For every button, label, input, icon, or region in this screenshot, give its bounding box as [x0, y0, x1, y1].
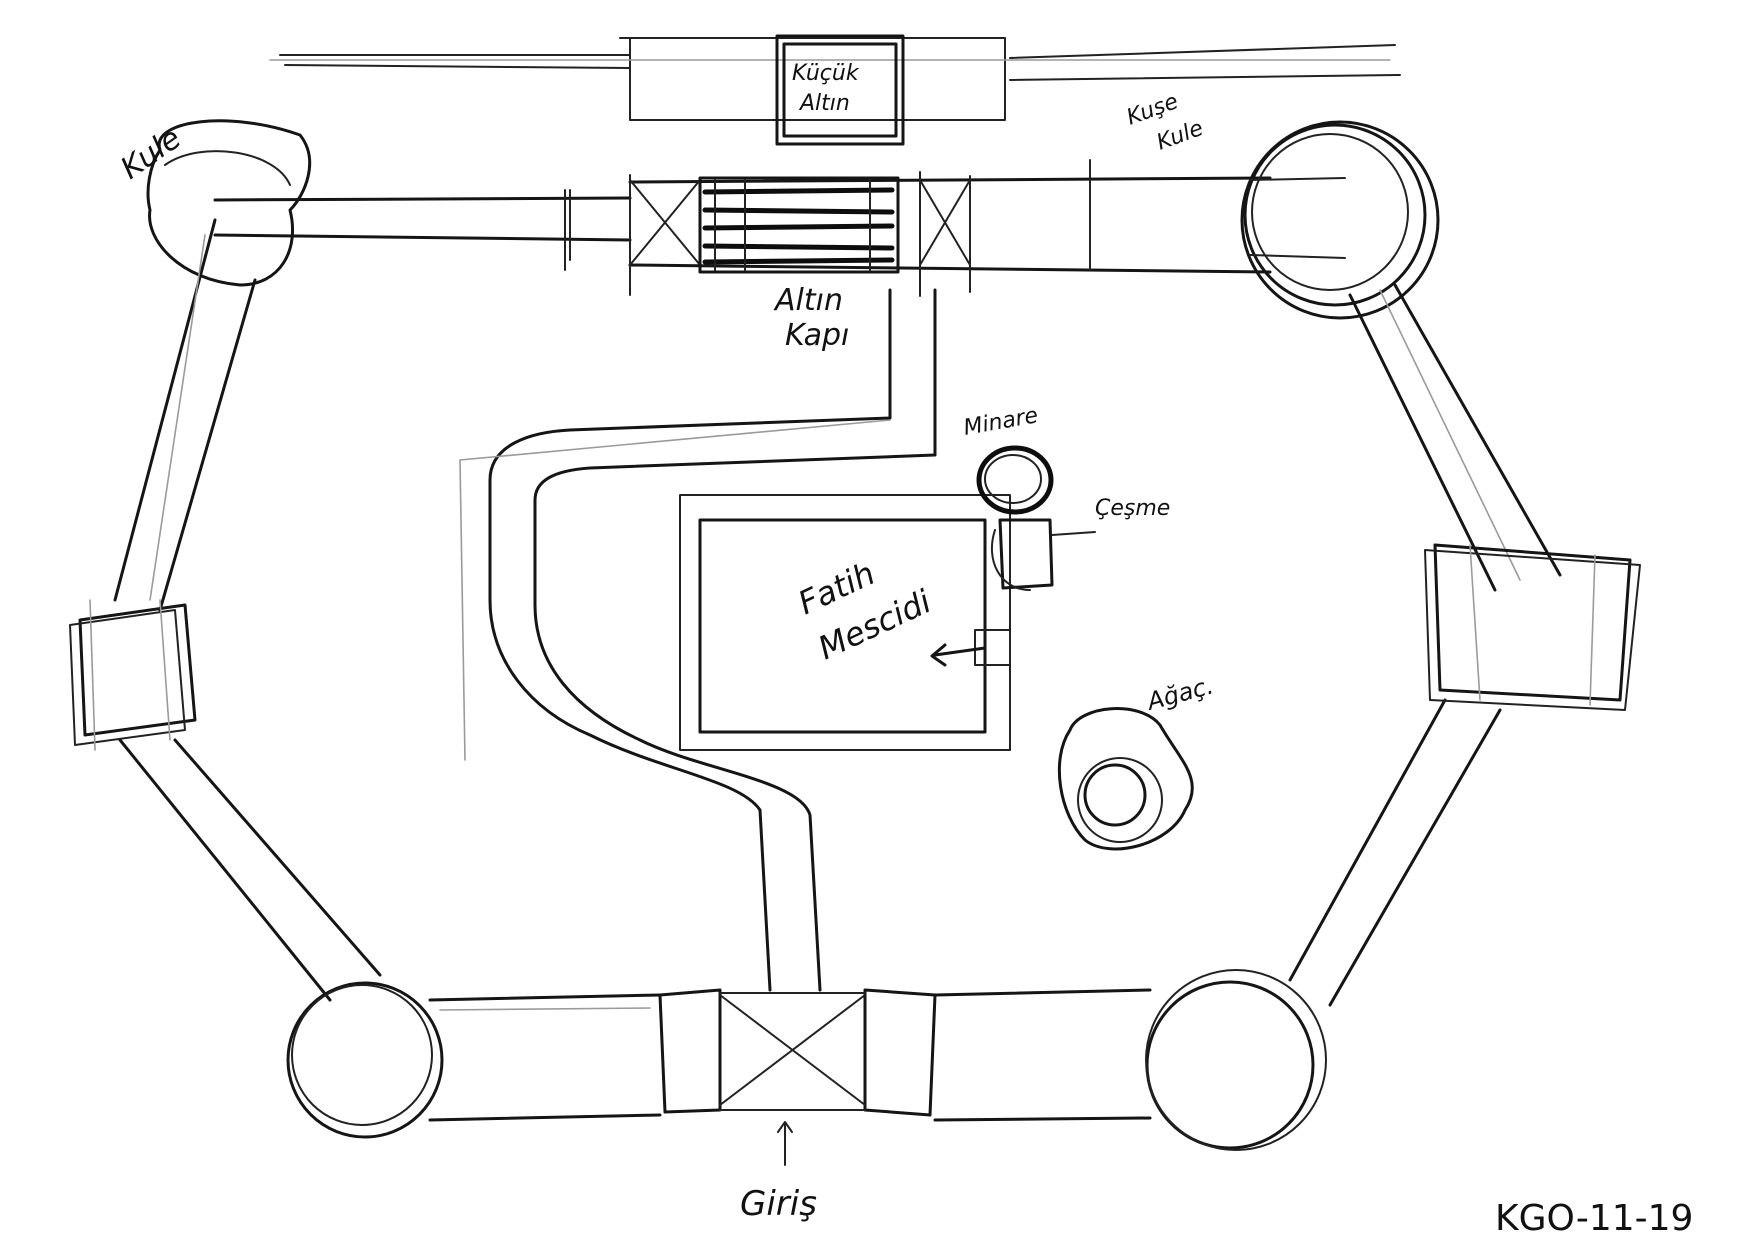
altin-kapi-gate: [698, 176, 900, 274]
giris-gate: [658, 988, 937, 1166]
right-upper-tower: [1240, 120, 1440, 320]
right-bottom-tower: [1145, 969, 1327, 1151]
kucuk-altin-gate: [775, 34, 905, 146]
label-minare: Minare: [962, 403, 1040, 441]
bottom-wall: [428, 988, 1152, 1122]
label-kucuk-altin-1: Küçük: [792, 61, 860, 86]
cesme: [990, 518, 1096, 591]
label-giris: Giriş: [740, 1184, 817, 1224]
label-kucuk-altin-2: Altın: [798, 91, 850, 116]
right-middle-tower: [1424, 543, 1641, 711]
right-walls: [1288, 283, 1562, 1007]
main-wall-top: [213, 159, 1272, 297]
label-cesme: Çeşme: [1095, 496, 1170, 521]
left-walls: [113, 218, 382, 1002]
inner-path: [459, 288, 937, 992]
agac-tree: [1057, 707, 1194, 851]
fatih-mescidi-building: [679, 494, 1011, 751]
label-altin-kapi-1: Altın: [773, 283, 843, 318]
left-upper-tower: [146, 119, 311, 287]
outer-sea-wall: [269, 37, 1401, 121]
label-altin-kapi-2: Kapı: [785, 318, 849, 353]
label-agac: Ağaç.: [1142, 671, 1216, 716]
label-kule-right-2: Kule: [1154, 116, 1207, 156]
left-middle-tower: [69, 599, 197, 751]
left-bottom-tower: [286, 981, 444, 1139]
minare: [976, 445, 1054, 515]
label-code: KGO-11-19: [1495, 1198, 1693, 1239]
